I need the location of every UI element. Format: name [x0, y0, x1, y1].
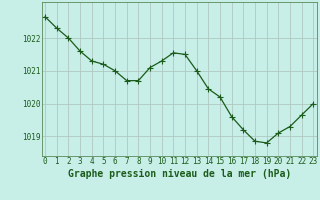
X-axis label: Graphe pression niveau de la mer (hPa): Graphe pression niveau de la mer (hPa) — [68, 169, 291, 179]
